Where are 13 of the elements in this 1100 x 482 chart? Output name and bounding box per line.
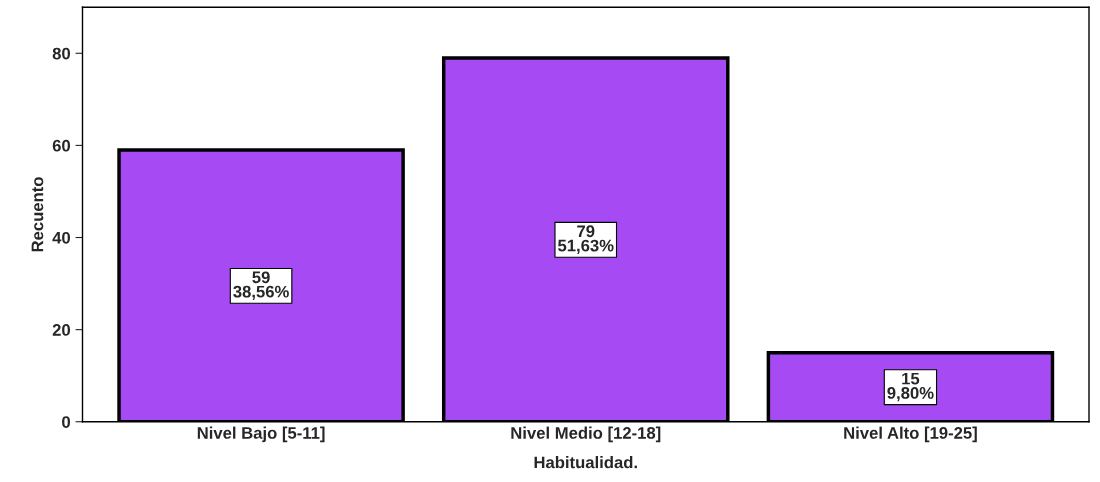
data-label: 79 51,63%	[558, 225, 614, 254]
x-tick-label: Nivel Alto [19-25]	[844, 426, 977, 443]
y-axis-title: Recuento	[31, 177, 44, 252]
y-tick-label: 80	[52, 47, 71, 60]
data-label: 15 9,80%	[887, 372, 934, 402]
x-tick-label: Nivel Bajo [5-11]	[197, 426, 325, 443]
x-axis-title: Habitualidad.	[534, 456, 637, 469]
y-tick-label: 0	[62, 416, 71, 428]
data-label: 59 38,56%	[233, 271, 289, 300]
x-tick-label: Nivel Medio [12-18]	[511, 426, 661, 443]
y-tick-label: 20	[52, 324, 71, 336]
y-tick-label: 60	[52, 139, 71, 152]
y-tick-label: 40	[52, 231, 71, 244]
